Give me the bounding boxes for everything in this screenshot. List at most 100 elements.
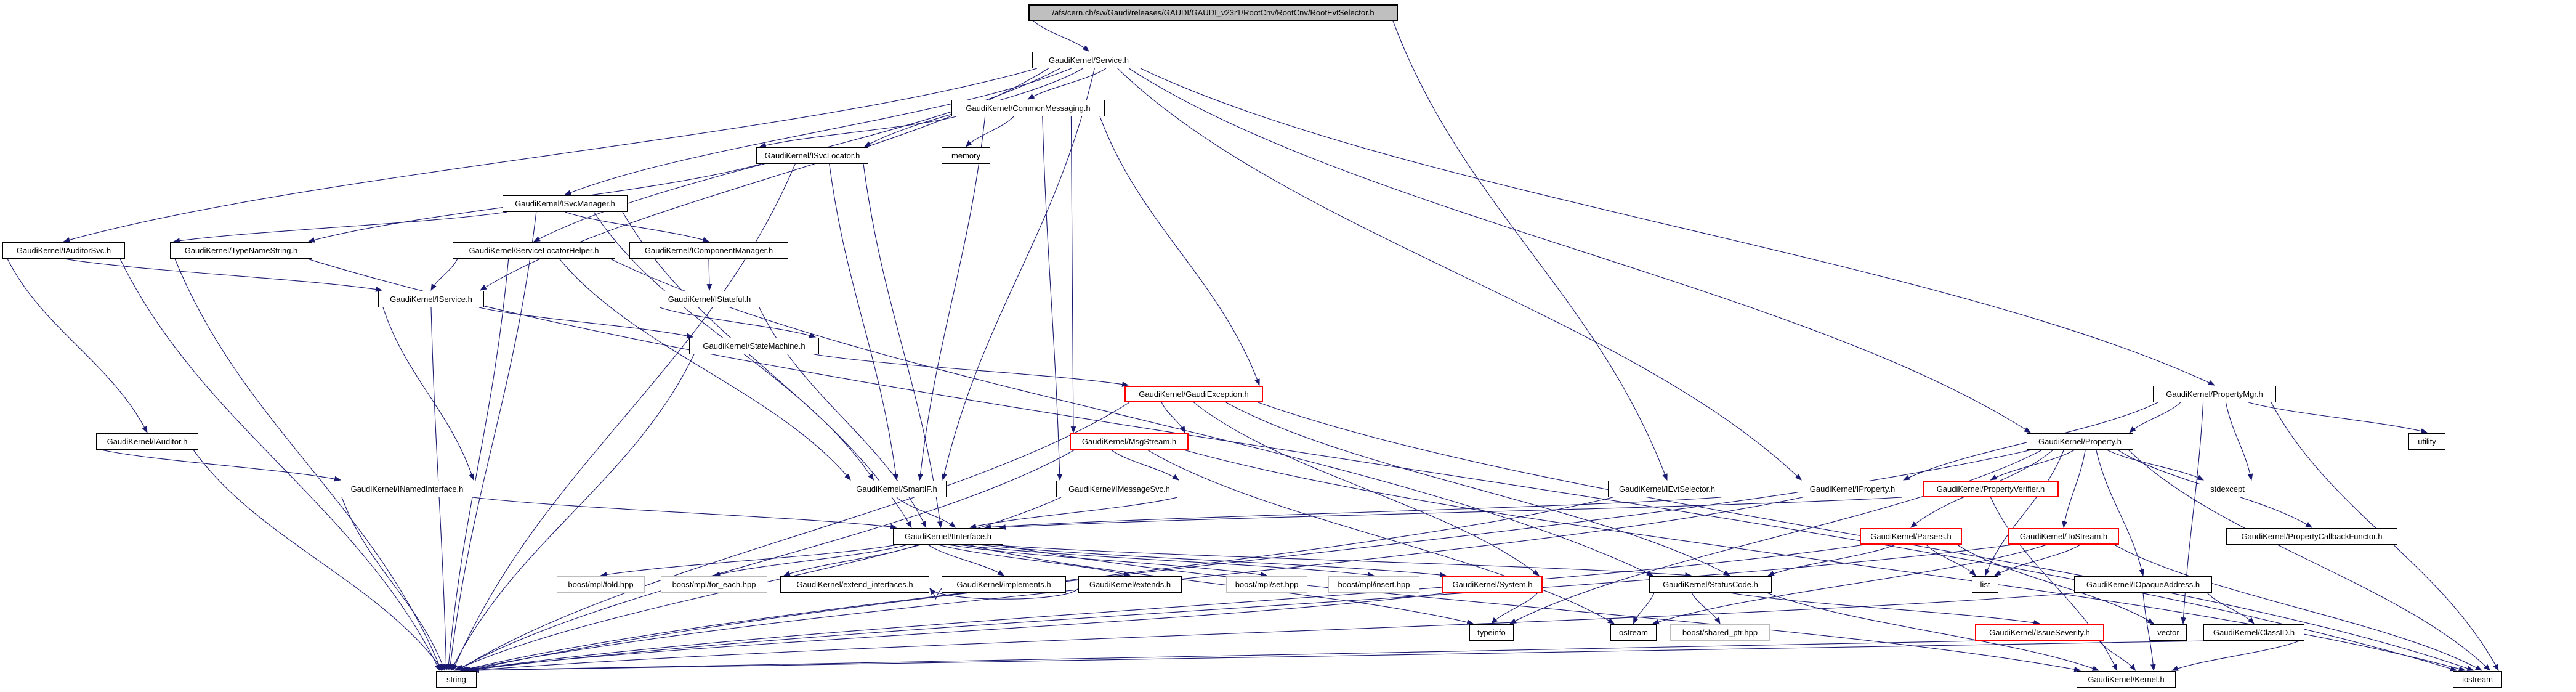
include-edge-statuscode-ostream bbox=[1633, 592, 1655, 625]
graph-node-iauditorsvc[interactable]: GaudiKernel/IAuditorSvc.h bbox=[2, 242, 125, 259]
graph-node-extends[interactable]: GaudiKernel/extends.h bbox=[1078, 576, 1182, 593]
include-edge-statuscode-shared_ptr bbox=[1691, 592, 1721, 624]
include-edge-statuscode-issueseverity bbox=[1729, 592, 2041, 625]
include-edge-issueseverity-string bbox=[466, 640, 1980, 674]
include-edge-isvclocator-smartif bbox=[829, 163, 899, 481]
include-edge-istateful-statemachine bbox=[659, 307, 817, 338]
include-edge-smartif-iinterface bbox=[896, 497, 956, 528]
include-edge-tostream-list bbox=[1994, 544, 2081, 576]
include-edge-gaudiexception-statuscode bbox=[1225, 402, 1730, 576]
include-edge-common_messaging-imessagesvc bbox=[1042, 116, 1063, 481]
include-edge-service-iauditorsvc bbox=[63, 68, 1038, 243]
graph-node-servicelocatorhelper[interactable]: GaudiKernel/ServiceLocatorHelper.h bbox=[453, 242, 615, 259]
graph-node-service[interactable]: GaudiKernel/Service.h bbox=[1032, 52, 1145, 68]
graph-node-iopaqueaddress[interactable]: GaudiKernel/IOpaqueAddress.h bbox=[2074, 576, 2212, 593]
graph-node-propertyverifier[interactable]: GaudiKernel/PropertyVerifier.h bbox=[1923, 481, 2059, 497]
graph-node-smartif[interactable]: GaudiKernel/SmartIF.h bbox=[847, 481, 947, 497]
include-edge-property-iostream bbox=[2128, 449, 2491, 671]
include-edge-parsers-string bbox=[464, 544, 1865, 672]
include-edge-property-propertyverifier bbox=[1990, 449, 2075, 481]
include-edge-tostream-ostream bbox=[1652, 544, 2047, 625]
include-edge-isvcmanager-iinterface bbox=[622, 211, 912, 528]
include-edge-common_messaging-smartif bbox=[918, 116, 986, 481]
graph-node-tostream[interactable]: GaudiKernel/ToStream.h bbox=[2008, 528, 2119, 545]
graph-node-msgstream[interactable]: GaudiKernel/MsgStream.h bbox=[1070, 433, 1189, 450]
graph-node-implements[interactable]: GaudiKernel/implements.h bbox=[942, 576, 1066, 593]
graph-node-mpl_insert: boost/mpl/insert.hpp bbox=[1328, 576, 1419, 593]
graph-node-common_messaging[interactable]: GaudiKernel/CommonMessaging.h bbox=[951, 100, 1105, 116]
graph-node-imessagesvc[interactable]: GaudiKernel/IMessageSvc.h bbox=[1056, 481, 1182, 497]
include-edge-property-typeinfo bbox=[1509, 449, 2043, 624]
include-edge-servicelocatorhelper-smartif bbox=[559, 258, 851, 481]
include-edge-service-common_messaging bbox=[1027, 68, 1107, 100]
include-edge-msgstream-ostream bbox=[1147, 449, 1615, 624]
include-edge-iinterface-mpl_for_each bbox=[713, 544, 908, 577]
graph-node-iproperty[interactable]: GaudiKernel/IProperty.h bbox=[1798, 481, 1907, 497]
include-edge-isvcmanager-typenamestring bbox=[172, 211, 508, 244]
include-edge-inamedinterface-string bbox=[341, 497, 445, 672]
include-edge-iinterface-mpl_set bbox=[948, 544, 1268, 577]
include-edge-property-stdexcept bbox=[2106, 449, 2204, 481]
graph-node-mpl_for_each: boost/mpl/for_each.hpp bbox=[661, 576, 767, 593]
include-edge-statemachine-string bbox=[451, 354, 695, 671]
graph-node-iinterface[interactable]: GaudiKernel/IInterface.h bbox=[893, 528, 1003, 545]
include-edge-iauditorsvc-string bbox=[119, 258, 440, 671]
include-edge-propertymgr-property bbox=[2129, 402, 2181, 433]
graph-node-property[interactable]: GaudiKernel/Property.h bbox=[2027, 433, 2133, 450]
graph-node-utility: utility bbox=[2408, 433, 2445, 450]
include-edge-servicelocatorhelper-statuscode bbox=[610, 258, 1653, 576]
include-edge-common_messaging-memory bbox=[965, 116, 1014, 147]
graph-node-list: list bbox=[1972, 576, 1998, 593]
include-edge-service-iproperty bbox=[1117, 68, 1802, 481]
graph-node-isvclocator[interactable]: GaudiKernel/ISvcLocator.h bbox=[756, 147, 868, 164]
graph-node-icomponentmanager[interactable]: GaudiKernel/IComponentManager.h bbox=[629, 242, 788, 259]
include-edge-system-typeinfo bbox=[1491, 592, 1538, 624]
graph-node-istateful[interactable]: GaudiKernel/IStateful.h bbox=[655, 291, 764, 307]
graph-node-system[interactable]: GaudiKernel/System.h bbox=[1442, 576, 1543, 593]
graph-node-mpl_fold: boost/mpl/fold.hpp bbox=[557, 576, 645, 593]
graph-node-gaudiexception[interactable]: GaudiKernel/GaudiException.h bbox=[1124, 386, 1263, 402]
include-edge-service-isvcmanager bbox=[564, 68, 1072, 195]
graph-node-classid[interactable]: GaudiKernel/ClassID.h bbox=[2203, 624, 2304, 641]
include-edge-parsers-vector bbox=[1956, 544, 2154, 624]
graph-node-extend_interfaces[interactable]: GaudiKernel/extend_interfaces.h bbox=[780, 576, 929, 593]
graph-node-isvcmanager[interactable]: GaudiKernel/ISvcManager.h bbox=[503, 195, 628, 212]
include-edge-isvcmanager-string bbox=[447, 211, 537, 672]
graph-node-typenamestring[interactable]: GaudiKernel/TypeNameString.h bbox=[170, 242, 312, 259]
include-edge-root-ievtselector bbox=[1392, 20, 1668, 481]
include-edge-gaudiexception-msgstream bbox=[1161, 402, 1185, 433]
graph-node-shared_ptr: boost/shared_ptr.hpp bbox=[1670, 624, 1770, 641]
graph-node-kernel[interactable]: GaudiKernel/Kernel.h bbox=[2077, 671, 2176, 688]
graph-node-propertycallbackfunctor[interactable]: GaudiKernel/PropertyCallbackFunctor.h bbox=[2226, 528, 2397, 545]
graph-node-stdexcept: stdexcept bbox=[2200, 481, 2255, 497]
include-edge-iinterface-system bbox=[978, 544, 1447, 578]
graph-node-statuscode[interactable]: GaudiKernel/StatusCode.h bbox=[1649, 576, 1772, 593]
include-edge-common_messaging-msgstream bbox=[1070, 116, 1076, 434]
include-edge-isvcmanager-icomponentmanager bbox=[565, 211, 710, 243]
graph-node-parsers[interactable]: GaudiKernel/Parsers.h bbox=[1860, 528, 1962, 545]
graph-node-statemachine[interactable]: GaudiKernel/StateMachine.h bbox=[689, 338, 819, 354]
include-edge-iinterface-extends bbox=[938, 544, 1131, 577]
include-edge-iproperty-iinterface bbox=[998, 497, 1903, 530]
graph-node-propertymgr[interactable]: GaudiKernel/PropertyMgr.h bbox=[2153, 386, 2276, 402]
include-edge-isvclocator-string bbox=[453, 163, 796, 672]
include-edge-propertymgr-stdexcept bbox=[2225, 402, 2253, 481]
graph-node-issueseverity[interactable]: GaudiKernel/IssueSeverity.h bbox=[1975, 624, 2104, 641]
include-edge-iauditorsvc-iauditor bbox=[7, 258, 148, 433]
include-edge-propertymgr-utility bbox=[2248, 402, 2428, 434]
include-edge-typenamestring-string bbox=[174, 258, 442, 672]
include-edge-iservice-statemachine bbox=[478, 307, 694, 339]
graph-node-iservice[interactable]: GaudiKernel/IService.h bbox=[378, 291, 484, 307]
include-edge-isvclocator-iinterface bbox=[863, 163, 943, 529]
graph-node-iauditor[interactable]: GaudiKernel/IAuditor.h bbox=[96, 433, 198, 450]
include-edge-extends-extend_interfaces bbox=[929, 588, 1079, 600]
include-edge-service-property bbox=[1129, 68, 2031, 433]
graph-node-inamedinterface[interactable]: GaudiKernel/INamedInterface.h bbox=[337, 481, 477, 497]
include-edge-msgstream-string bbox=[456, 449, 1075, 671]
graph-node-ievtselector[interactable]: GaudiKernel/IEvtSelector.h bbox=[1608, 481, 1726, 497]
include-edge-msgstream-imessagesvc bbox=[1110, 449, 1179, 481]
include-edge-servicelocatorhelper-string bbox=[446, 258, 509, 672]
include-edge-iinterface-kernel bbox=[998, 544, 2081, 672]
include-edge-property-tostream bbox=[2062, 449, 2086, 529]
